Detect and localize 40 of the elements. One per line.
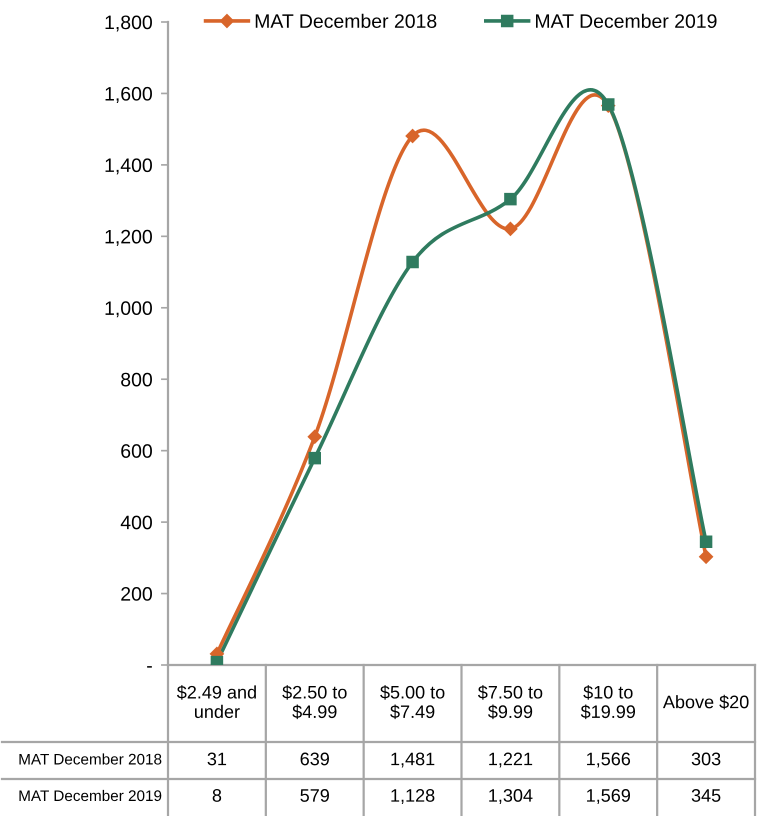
y-tick-label: 600: [121, 444, 152, 458]
point: [406, 256, 419, 268]
data-label: 1,566: [587, 752, 630, 768]
data-label: 579: [300, 789, 329, 802]
y-tick-label: 800: [121, 372, 152, 386]
y-tick-label: 200: [121, 587, 152, 601]
point: [504, 192, 517, 206]
y-tick-label: -: [147, 666, 152, 668]
x-tick-label: $7.50 to $9.99: [478, 685, 542, 720]
data-label: 345: [692, 789, 720, 802]
y-tick-label: 400: [120, 516, 152, 530]
data-label: 31: [208, 752, 226, 766]
y-tick-label: 1,800: [106, 15, 152, 32]
x-tick-label: $2.49 and under: [176, 685, 256, 718]
y-tick-label: 1,200: [106, 230, 152, 246]
data-label: 8: [212, 789, 222, 802]
legend-label: MAT December 2018: [256, 14, 436, 28]
y-tick-label: 1,000: [106, 301, 152, 318]
data-label: 639: [300, 752, 329, 766]
data-label: 1,128: [391, 789, 434, 804]
data-label: 303: [692, 752, 720, 766]
y-tick-label: 1,400: [106, 158, 152, 174]
x-tick-label: $10 to $19.99: [580, 685, 636, 720]
x-tick-label: $2.50 to $4.99: [282, 685, 347, 720]
data-label: 1,569: [587, 789, 630, 804]
text: MAT December 2019: [19, 790, 162, 802]
text: MAT December 2018: [19, 753, 162, 765]
x-tick-label: $5.00 to $7.49: [380, 685, 444, 720]
legend-label: MAT December 2019: [536, 14, 717, 28]
point: [699, 550, 714, 564]
point: [406, 128, 420, 144]
x-tick-label: Above $20: [662, 694, 749, 710]
data-label: 1,221: [489, 752, 532, 768]
data-label: 1,481: [391, 752, 434, 768]
data-label: 1,304: [489, 789, 532, 804]
point: [308, 452, 321, 464]
point: [503, 222, 518, 236]
point: [700, 536, 712, 548]
y-tick-label: 1,600: [106, 86, 152, 103]
point: [308, 430, 322, 444]
